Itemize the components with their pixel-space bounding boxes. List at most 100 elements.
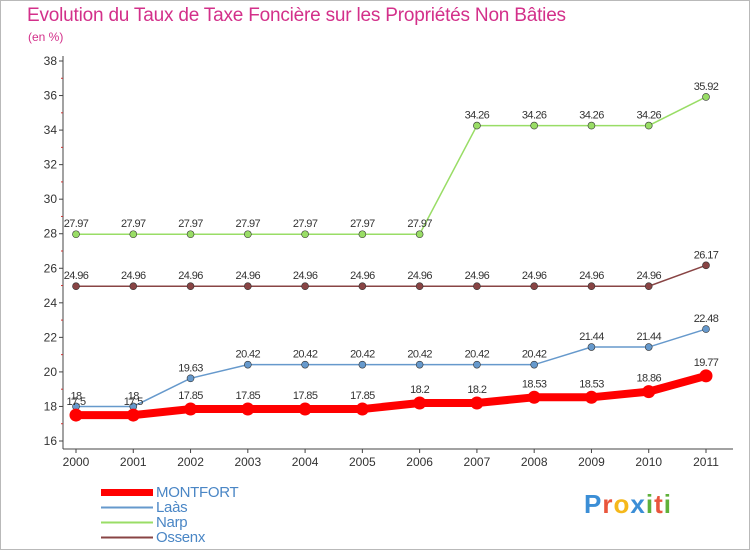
data-label-laas: 20.42 [522, 349, 547, 361]
data-label-narp: 34.26 [522, 110, 547, 122]
data-labels-laas: 18 18 19.63 20.42 20.42 20.42 20.42 20.42 20.42 2… [70, 313, 719, 402]
data-label-montfort: 17.85 [236, 390, 261, 402]
data-point-montfort [527, 390, 541, 404]
x-tick-label: 2005 [349, 455, 376, 469]
data-point-narp [186, 230, 195, 239]
logo-letter: P [584, 489, 603, 519]
data-point-ossenx [72, 282, 80, 291]
series-line-montfort [72, 371, 710, 420]
legend-item-narp: Narp [101, 515, 238, 530]
data-point-montfort [241, 402, 255, 416]
data-point-narp [301, 230, 309, 239]
data-point-montfort [126, 408, 140, 422]
data-label-ossenx: 24.96 [350, 270, 375, 282]
data-label-narp: 34.26 [579, 110, 604, 122]
data-label-montfort: 18.53 [579, 378, 604, 390]
data-labels-narp: 27.97 27.97 27.97 27.97 27.97 27.97 27.97 34.26… [64, 81, 720, 230]
x-tick-label: 2000 [63, 455, 90, 469]
data-label-laas: 20.42 [407, 349, 432, 361]
x-tick-label: 2010 [635, 455, 662, 469]
data-label-montfort: 17.85 [178, 390, 203, 402]
legend-swatch-laas [101, 506, 153, 509]
data-point-narp [415, 230, 424, 239]
data-point-laas [301, 360, 309, 369]
data-label-montfort: 18.86 [636, 373, 661, 385]
data-label-narp: 27.97 [293, 218, 318, 230]
data-labels-ossenx: 24.96 24.96 24.96 24.96 24.96 24.96 24.96 24.96… [64, 249, 720, 282]
x-tick-label: 2006 [406, 455, 433, 469]
data-point-laas [587, 343, 596, 351]
data-label-montfort: 18.2 [467, 384, 486, 396]
data-point-narp [644, 121, 653, 130]
data-label-laas: 21.44 [636, 331, 661, 343]
y-tick-label: 36 [44, 89, 58, 103]
x-tick-label: 2001 [120, 455, 147, 469]
data-point-montfort [355, 402, 369, 416]
data-point-montfort [642, 385, 656, 399]
data-point-laas [473, 360, 481, 369]
logo-letter: i [663, 489, 672, 519]
y-tick-label: 18 [44, 399, 58, 413]
logo-letter: x [630, 489, 646, 519]
data-point-narp [473, 121, 481, 130]
data-point-montfort [470, 396, 484, 410]
data-label-ossenx: 24.96 [636, 270, 661, 282]
data-labels-montfort: 17.5 17.5 17.85 17.85 17.85 17.85 18.2 18.2 18.5… [66, 357, 719, 408]
data-point-ossenx [415, 282, 424, 291]
legend-swatch-montfort [101, 489, 153, 496]
data-label-ossenx: 24.96 [236, 270, 261, 282]
data-point-laas [644, 343, 653, 351]
data-label-narp: 35.92 [694, 81, 719, 93]
series-narp [72, 93, 710, 239]
data-point-ossenx [244, 282, 252, 291]
data-label-montfort: 19.77 [694, 357, 719, 369]
data-label-narp: 27.97 [407, 218, 432, 230]
data-point-narp [702, 93, 710, 101]
data-point-laas [244, 360, 252, 369]
data-point-laas [530, 360, 538, 369]
data-point-ossenx [301, 282, 309, 291]
y-unit-label: (en %) [28, 30, 64, 44]
data-label-ossenx: 24.96 [579, 270, 604, 282]
y-tick-label: 24 [44, 296, 58, 310]
data-point-narp [129, 230, 138, 239]
y-tick-label: 20 [44, 365, 58, 379]
legend-item-ossenx: Ossenx [101, 530, 238, 545]
data-point-ossenx [473, 282, 481, 291]
data-point-narp [72, 230, 80, 239]
series-montfort [69, 369, 713, 422]
data-point-ossenx [530, 282, 538, 291]
data-point-narp [358, 230, 367, 239]
data-point-montfort [584, 390, 598, 404]
data-labels: 18 18 19.63 20.42 20.42 20.42 20.42 20.42 20.42 2… [64, 81, 720, 408]
data-label-laas: 20.42 [236, 349, 261, 361]
logo-letter: o [613, 489, 631, 519]
x-tick-label: 2007 [464, 455, 491, 469]
legend-label-laas: Laàs [156, 499, 188, 516]
series-laas [72, 325, 710, 411]
data-label-narp: 27.97 [121, 218, 146, 230]
y-tick-label: 22 [44, 330, 58, 344]
data-label-ossenx: 24.96 [178, 270, 203, 282]
x-tick-label: 2008 [521, 455, 548, 469]
data-point-montfort [69, 408, 83, 422]
data-label-ossenx: 24.96 [407, 270, 432, 282]
data-point-ossenx [129, 282, 138, 291]
data-point-montfort [298, 402, 312, 416]
logo-letter: r [602, 489, 614, 519]
data-label-laas: 18 [70, 390, 82, 402]
legend-item-montfort: MONTFORT [101, 485, 239, 500]
series-line-ossenx [76, 264, 707, 287]
data-label-narp: 34.26 [465, 110, 490, 122]
data-label-montfort: 17.85 [350, 390, 375, 402]
series-line-narp [76, 96, 707, 235]
logo-letter: t [654, 489, 664, 519]
data-label-montfort: 18.53 [522, 378, 547, 390]
legend-swatch-ossenx [101, 536, 153, 539]
data-label-narp: 27.97 [350, 218, 375, 230]
y-tick-label: 34 [44, 123, 58, 137]
legend-label-narp: Narp [156, 514, 188, 531]
data-point-ossenx [644, 282, 653, 291]
